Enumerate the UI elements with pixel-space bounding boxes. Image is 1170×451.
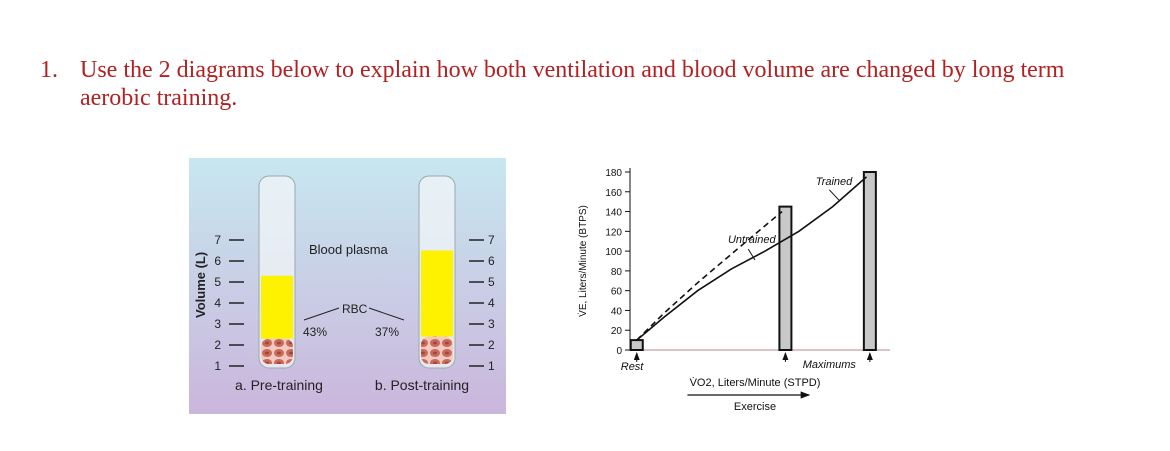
hematocrit-label: 43% <box>303 325 327 339</box>
volume-tick-label-left: 1 <box>214 359 221 373</box>
plasma-fill <box>421 250 453 337</box>
question-number: 1. <box>40 57 58 83</box>
bar-untrained-max <box>778 205 793 351</box>
test-tube-post: 37% b. Post-training <box>375 175 469 393</box>
blood-volume-svg: Volume (L) 1 2 3 4 5 6 7 1 2 3 4 5 6 7 43% a. Pre-tra… <box>189 158 506 414</box>
volume-tick-label-right: 4 <box>488 296 495 310</box>
volume-tick-label-right: 5 <box>488 275 495 289</box>
x-axis-title: V̇O2, Liters/Minute (STPD) <box>690 376 821 389</box>
chart-axes: 0 20 40 60 80 100 120 140 160 180 V̇E, Liters/Minu… <box>576 168 895 357</box>
exercise-label: Exercise <box>734 401 776 413</box>
right-volume-ticks: 1 2 3 4 5 6 7 <box>469 233 495 373</box>
y-tick-label: 140 <box>605 208 622 219</box>
volume-tick-label-left: 6 <box>214 254 221 268</box>
volume-tick-label-left: 2 <box>214 338 221 352</box>
chart-labels: Untrained Trained Rest Maximums V̇O2, Liters… <box>621 176 873 413</box>
bar-trained-max <box>862 171 877 351</box>
volume-tick-label-right: 7 <box>488 233 495 247</box>
plasma-label: Blood plasma <box>309 242 389 257</box>
pointer-untrained <box>747 248 756 261</box>
y-tick-label: 180 <box>605 168 622 179</box>
plasma-fill <box>261 275 293 339</box>
blood-volume-diagram: Volume (L) 1 2 3 4 5 6 7 1 2 3 4 5 6 7 43% a. Pre-tra… <box>189 158 506 414</box>
diagram-background <box>189 158 506 414</box>
tube-caption: a. Pre-training <box>235 377 323 393</box>
rbc-pointer-right <box>368 307 405 321</box>
bar-rest <box>629 339 644 352</box>
hematocrit-label: 37% <box>375 325 399 339</box>
volume-tick-label-left: 7 <box>214 233 221 247</box>
volume-tick-label-left: 4 <box>214 296 221 310</box>
tube-caption: b. Post-training <box>375 377 469 393</box>
volume-axis-label: Volume (L) <box>193 252 208 318</box>
x-label-rest: Rest <box>621 361 645 373</box>
test-tube-pre: 43% a. Pre-training <box>235 175 327 393</box>
y-tick-label: 40 <box>611 306 623 317</box>
y-axis-title: V̇E, Liters/Minute (BTPS) <box>576 205 589 317</box>
test-tubes: 43% a. Pre-training 37% b. Post-training <box>235 175 469 393</box>
y-tick-label: 120 <box>605 227 622 238</box>
y-tick-label: 0 <box>616 346 622 357</box>
rbc-fill <box>421 336 453 364</box>
volume-tick-label-right: 1 <box>488 359 495 373</box>
y-tick-label: 60 <box>611 287 623 298</box>
chart-lines <box>636 176 868 341</box>
label-untrained: Untrained <box>728 234 777 246</box>
rbc-label: RBC <box>342 302 368 316</box>
rbc-fill <box>261 338 293 364</box>
series-trained <box>636 176 868 341</box>
y-tick-label: 100 <box>605 247 622 258</box>
y-tick-label: 20 <box>611 326 623 337</box>
x-label-maximums: Maximums <box>803 359 857 371</box>
label-trained: Trained <box>816 176 853 188</box>
volume-tick-label-right: 2 <box>488 338 495 352</box>
rbc-pointer-left <box>303 307 340 321</box>
question-text: Use the 2 diagrams below to explain how … <box>80 57 1065 111</box>
pointer-trained <box>828 189 840 202</box>
volume-tick-label-right: 3 <box>488 317 495 331</box>
volume-tick-label-left: 5 <box>214 275 221 289</box>
y-tick-label: 160 <box>605 188 622 199</box>
left-volume-ticks: 1 2 3 4 5 6 7 <box>214 233 244 373</box>
ventilation-chart: 0 20 40 60 80 100 120 140 160 180 V̇E, Liters/Minu… <box>560 155 895 425</box>
volume-tick-label-left: 3 <box>214 317 221 331</box>
volume-tick-label-right: 6 <box>488 254 495 268</box>
y-tick-label: 80 <box>611 267 623 278</box>
ventilation-chart-svg: 0 20 40 60 80 100 120 140 160 180 V̇E, Liters/Minu… <box>576 168 895 413</box>
series-untrained <box>636 210 783 341</box>
chart-bars <box>629 171 877 352</box>
